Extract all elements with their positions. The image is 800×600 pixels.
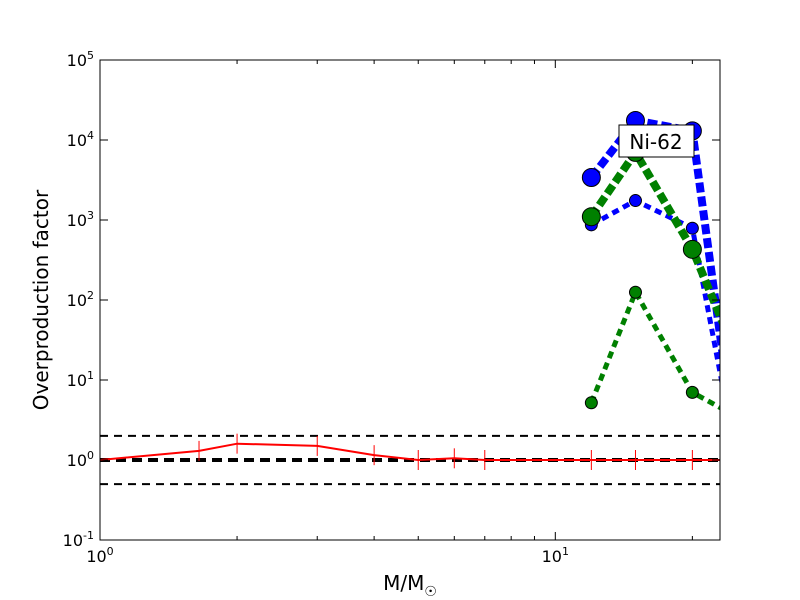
data-point xyxy=(628,285,642,299)
annotation-label: Ni-62 xyxy=(629,130,682,154)
series-3 xyxy=(584,285,720,411)
annotation-frame xyxy=(618,124,695,158)
x-axis-label-sun: ☉ xyxy=(424,584,437,600)
y-axis-label: Overproduction factor xyxy=(29,189,53,410)
series-line xyxy=(100,442,720,462)
data-point xyxy=(628,194,642,208)
x-axis-label-main: M/M xyxy=(383,571,424,595)
data-point xyxy=(581,207,601,227)
x-axis-label: M/M☉ xyxy=(383,571,437,600)
series-1 xyxy=(584,194,720,386)
data-point xyxy=(581,167,601,187)
series-line xyxy=(588,144,720,327)
annotation-box: Ni-62 xyxy=(618,124,695,158)
series-line xyxy=(590,197,720,386)
data-point xyxy=(584,396,598,410)
series-4 xyxy=(100,433,720,470)
data-point xyxy=(685,385,699,399)
data-point xyxy=(685,221,699,235)
data-point xyxy=(682,239,702,259)
